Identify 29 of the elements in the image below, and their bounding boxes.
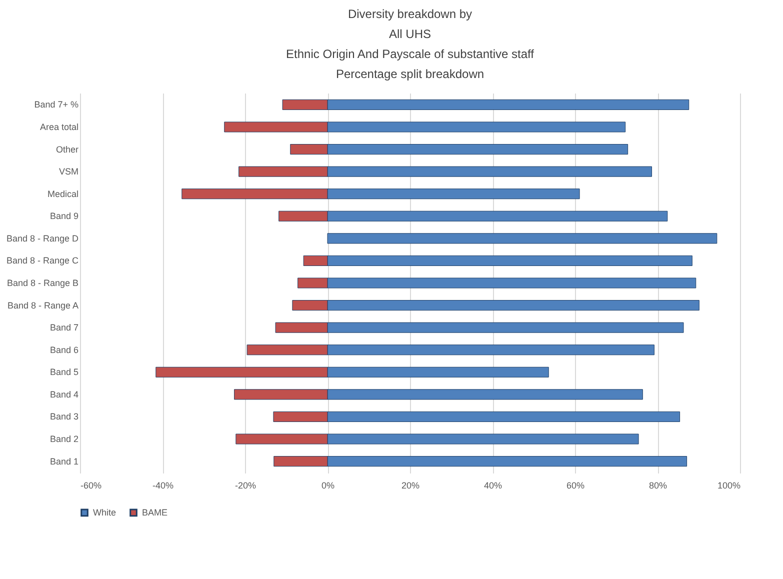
x-tick-label: -20%	[234, 480, 256, 490]
y-tick-label: Band 3	[50, 412, 78, 422]
x-tick-label: -60%	[80, 480, 102, 490]
y-tick-label: Band 8 - Range C	[6, 256, 79, 266]
x-tick-label: 100%	[717, 480, 740, 490]
legend-label: BAME	[142, 508, 168, 518]
x-tick-label: 0%	[321, 480, 335, 490]
legend-label: White	[93, 508, 116, 518]
chart-title: Diversity breakdown by All UHS Ethnic Origin And Payscale of substantive staff Percentage split breakdown	[286, 7, 535, 81]
x-tick-label: 20%	[401, 480, 420, 490]
y-tick-label: Band 4	[50, 389, 78, 400]
y-tick-label: Band 8 - Range D	[6, 233, 79, 244]
y-tick-label: Band 9	[50, 211, 78, 222]
y-tick-label: Area total	[40, 122, 78, 132]
y-tick-label: Band 1	[50, 456, 78, 466]
y-tick-label: VSM	[58, 166, 78, 177]
x-tick-label: 80%	[648, 480, 668, 490]
x-tick-label: -40%	[152, 480, 174, 490]
x-tick-label: 60%	[566, 480, 585, 490]
x-tick-label: 40%	[484, 480, 502, 490]
y-tick-label: Other	[56, 144, 78, 154]
y-tick-label: Band 8 - Range B	[6, 278, 78, 288]
y-tick-label: Band 7	[50, 322, 78, 333]
y-tick-label: Band 8 - Range A	[7, 300, 78, 310]
y-tick-label: Medical	[47, 188, 78, 199]
y-tick-label: Band 6	[50, 344, 78, 355]
y-tick-label: Band 2	[50, 434, 78, 444]
y-tick-label: Band 7+ %	[34, 100, 78, 110]
y-tick-label: Band 5	[50, 367, 78, 378]
